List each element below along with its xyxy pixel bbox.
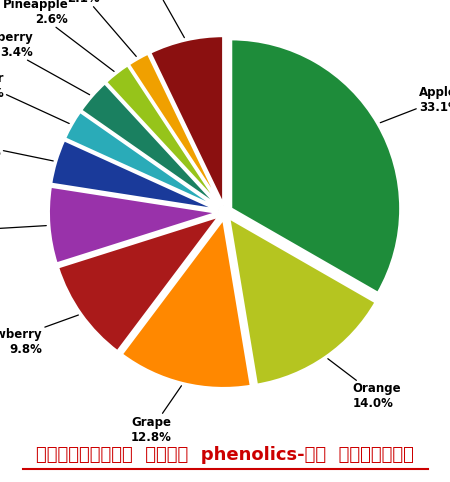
Wedge shape <box>229 218 376 385</box>
Wedge shape <box>51 140 219 210</box>
Wedge shape <box>65 111 219 209</box>
Text: Plum
7.3%: Plum 7.3% <box>0 216 46 244</box>
Text: Grape
12.8%: Grape 12.8% <box>131 386 181 443</box>
Wedge shape <box>58 216 220 351</box>
Text: Cranberry
3.4%: Cranberry 3.4% <box>0 31 90 95</box>
Text: Peach
2.1%: Peach 2.1% <box>59 0 136 56</box>
Text: Pear
2.9%: Pear 2.9% <box>0 72 69 123</box>
Wedge shape <box>122 219 251 388</box>
Text: Strawberry
9.8%: Strawberry 9.8% <box>0 315 78 356</box>
Wedge shape <box>49 187 218 264</box>
Text: Banana
4.3%: Banana 4.3% <box>0 131 53 161</box>
Wedge shape <box>128 54 222 206</box>
Wedge shape <box>81 83 220 208</box>
Text: Apple
33.1%: Apple 33.1% <box>380 86 450 123</box>
Wedge shape <box>106 65 221 207</box>
Text: Orange
14.0%: Orange 14.0% <box>328 359 401 410</box>
Text: Other
7.1%: Other 7.1% <box>135 0 184 38</box>
Text: Pineapple
2.6%: Pineapple 2.6% <box>2 0 114 71</box>
Wedge shape <box>150 36 224 205</box>
Text: பழங்களில்  உள்ள  phenolics-ன்  சதவீதம்: பழங்களில் உள்ள phenolics-ன் சதவீதம் <box>36 446 414 465</box>
Wedge shape <box>231 39 400 293</box>
